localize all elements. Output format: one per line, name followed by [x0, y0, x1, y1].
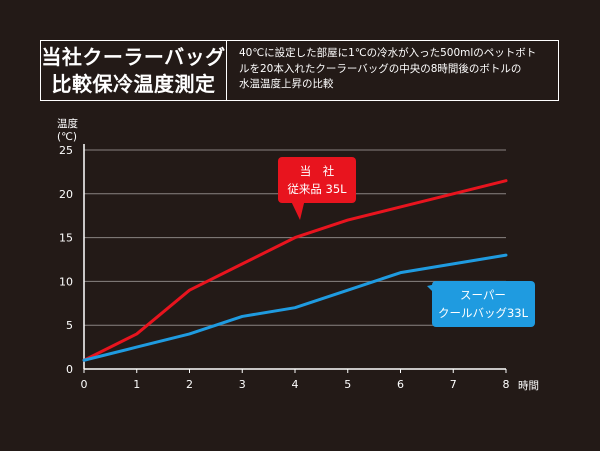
description-line-1: 40℃に設定した部屋に1℃の冷水が入った500mlのペットボト — [239, 47, 537, 59]
header-box: 当社クーラーバッグ 比較保冷温度測定 40℃に設定した部屋に1℃の冷水が入った5… — [40, 40, 559, 101]
chart-description: 40℃に設定した部屋に1℃の冷水が入った500mlのペットボト ルを20本入れた… — [227, 41, 558, 100]
x-tick-label-7: 7 — [450, 378, 457, 391]
x-tick-label-3: 3 — [239, 378, 246, 391]
callout-series-1-line-1: 当 社 — [300, 164, 335, 178]
y-tick-label-5: 5 — [66, 319, 73, 332]
description-line-3: 水温温度上昇の比較 — [239, 78, 334, 90]
axes — [83, 144, 507, 373]
series-lines — [82, 179, 508, 362]
callout-series-2-line-2: クールバッグ33L — [438, 306, 529, 320]
series-1-line — [82, 179, 508, 362]
y-tick-label-0: 0 — [66, 363, 73, 376]
callout-series-2: スーパー クールバッグ33L — [427, 281, 535, 327]
y-tick-label-25: 25 — [59, 144, 73, 157]
y-tick-label-15: 15 — [59, 232, 73, 245]
y-axis-title-line-1: 温度 — [57, 117, 78, 130]
x-tick-label-4: 4 — [292, 378, 299, 391]
x-tick-label-2: 2 — [186, 378, 193, 391]
callout-series-1: 当 社 従来品 35L — [278, 157, 356, 220]
description-line-2: ルを20本入れたクーラーバッグの中央の8時間後のボトルの — [239, 62, 522, 75]
callout-series-2-box — [432, 281, 535, 327]
title-line-2: 比較保冷温度測定 — [51, 71, 216, 96]
x-tick-label-8: 8 — [503, 378, 510, 391]
callout-series-2-line-1: スーパー — [460, 288, 506, 302]
y-axis-title-line-2: (℃) — [57, 131, 77, 143]
title-line-1: 当社クーラーバッグ — [41, 44, 226, 69]
callout-series-1-line-2: 従来品 35L — [287, 182, 347, 196]
x-tick-label-0: 0 — [81, 378, 88, 391]
y-tick-label-20: 20 — [59, 188, 73, 201]
callout-series-1-pointer — [290, 199, 305, 220]
chart-title: 当社クーラーバッグ 比較保冷温度測定 — [41, 41, 227, 100]
x-tick-label-5: 5 — [344, 378, 351, 391]
x-axis-title: 時間 — [518, 380, 539, 392]
callout-series-1-box — [278, 157, 356, 203]
y-tick-label-10: 10 — [59, 275, 73, 288]
series-2-line — [82, 253, 508, 362]
tick-labels: 0 5 10 15 20 25 0 1 2 3 4 5 6 7 8 — [59, 144, 510, 391]
x-tick-label-6: 6 — [397, 378, 404, 391]
x-tick-label-1: 1 — [133, 378, 140, 391]
